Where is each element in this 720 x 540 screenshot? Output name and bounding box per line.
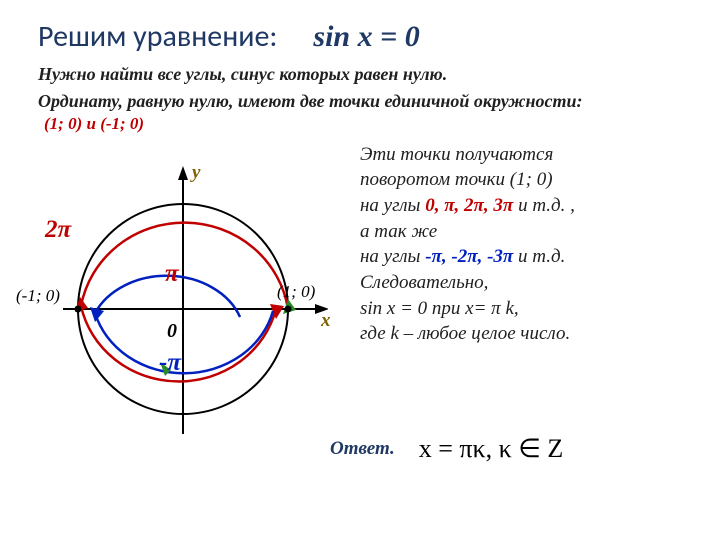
- answer-label: Ответ.: [330, 438, 395, 460]
- description-line1: Нужно найти все углы, синус которых раве…: [0, 59, 720, 86]
- exp-l7: sin x = 0 при x= π k,: [360, 296, 710, 322]
- answer-row: Ответ. x = πκ, κ ∈ Z: [330, 434, 563, 464]
- main-area: y x 2π π 0 -π (1; 0) (-1; 0) Эти точки п…: [0, 134, 720, 514]
- label-point-left: (-1; 0): [16, 286, 60, 306]
- exp-l3a: на углы: [360, 195, 425, 216]
- exp-l1: Эти точки получаются: [360, 142, 710, 168]
- label-y: y: [192, 162, 200, 184]
- label-x: x: [321, 310, 331, 332]
- exp-pos-angles: 0, π, 2π, 3π: [425, 195, 513, 216]
- exp-l3b: и т.д. ,: [513, 195, 575, 216]
- explanation-text: Эти точки получаются поворотом точки (1;…: [360, 142, 710, 347]
- title-left: Решим уравнение:: [38, 18, 277, 55]
- description-points: (1; 0) и (-1; 0): [0, 114, 720, 134]
- exp-l3: на углы 0, π, 2π, 3π и т.д. ,: [360, 193, 710, 219]
- exp-l5b: и т.д.: [513, 246, 565, 267]
- answer-formula: x = πκ, κ ∈ Z: [419, 434, 564, 464]
- label-point-right: (1; 0): [277, 282, 315, 302]
- label-pi: π: [165, 260, 179, 288]
- title-equation: sin x = 0: [313, 20, 419, 54]
- label-two-pi: 2π: [45, 216, 71, 244]
- exp-neg-angles: -π, -2π, -3π: [425, 246, 513, 267]
- exp-l6: Следовательно,: [360, 270, 710, 296]
- exp-l8: где k – любое целое число.: [360, 321, 710, 347]
- exp-l4: а так же: [360, 219, 710, 245]
- label-neg-pi: -π: [159, 349, 181, 377]
- exp-l5: на углы -π, -2π, -3π и т.д.: [360, 244, 710, 270]
- description-line2: Ординату, равную нулю, имеют две точки е…: [0, 86, 720, 113]
- label-zero: 0: [167, 320, 177, 343]
- exp-l5a: на углы: [360, 246, 425, 267]
- exp-l2: поворотом точки (1; 0): [360, 167, 710, 193]
- unit-circle-diagram: y x 2π π 0 -π (1; 0) (-1; 0): [18, 134, 328, 464]
